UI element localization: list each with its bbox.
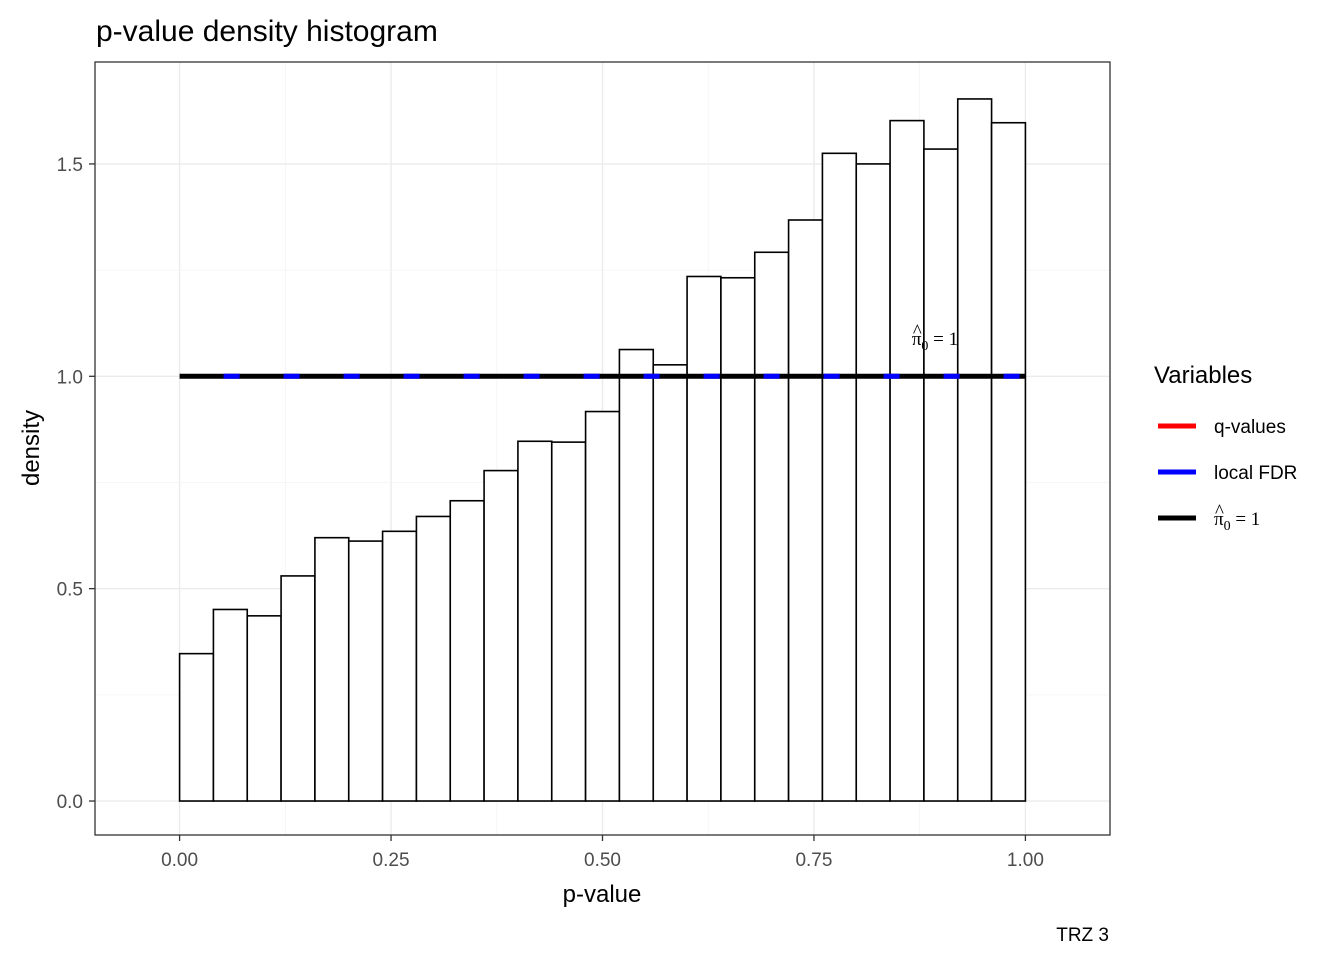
histogram-bars [178,98,1027,802]
legend: Variables q-values local FDR π0 = 1^ [1154,362,1297,534]
histogram-bar [415,515,452,802]
annotation-symbol: π [912,329,922,350]
histogram-bar [212,608,249,802]
histogram-bar [753,251,790,802]
annotation-hat: ^ [913,321,922,342]
x-axis-title: p-value [563,881,642,908]
histogram-bar [855,163,891,802]
annotation-text: π0 = 1 [912,329,958,354]
histogram-bar [923,148,959,802]
x-axis: 0.00 0.25 0.50 0.75 1.00 [161,835,1044,871]
histogram-bar [449,499,485,802]
legend-label-math: π0 = 1 [1214,509,1260,534]
y-axis: 0.0 0.5 1.0 1.5 [57,155,95,813]
chart-title: p-value density histogram [96,15,438,48]
histogram-bar [381,530,418,802]
histogram-bar [178,652,215,802]
histogram-bar [347,540,384,802]
histogram-bar [787,219,824,802]
histogram-bar [314,536,350,802]
histogram-bar [652,364,688,802]
histogram-bar [483,469,519,802]
y-tick-label: 1.0 [57,367,83,388]
histogram-bar [821,152,858,802]
annotation-subscript: 0 [921,339,928,354]
y-tick-label: 0.5 [57,580,83,601]
x-tick-label: 1.00 [1007,850,1044,871]
histogram-bar [686,275,722,802]
x-tick-label: 0.25 [373,850,410,871]
histogram-bar [990,121,1027,802]
legend-title: Variables [1154,362,1252,389]
plot-panel: π0 = 1 ^ [94,61,1111,836]
histogram-bar [584,410,621,802]
x-tick-label: 0.75 [795,850,832,871]
y-axis-title: density [18,410,45,486]
histogram-bar [720,276,756,802]
x-tick-label: 0.00 [161,850,198,871]
legend-label: local FDR [1214,463,1297,484]
legend-label-hat: ^ [1215,501,1224,522]
histogram-bar [618,348,655,802]
histogram-bar [956,98,993,802]
y-tick-label: 1.5 [57,155,83,176]
legend-label: q-values [1214,417,1286,438]
caption: TRZ 3 [1056,925,1109,946]
legend-items: q-values local FDR π0 = 1^ [1158,417,1297,534]
histogram-bar [550,441,587,802]
pi0-annotation: π0 = 1 ^ [912,321,958,354]
annotation-rest: = 1 [928,329,958,350]
histogram-bar [889,119,925,802]
histogram-bar [280,575,316,802]
y-tick-label: 0.0 [57,792,83,813]
histogram-bar [517,440,553,802]
histogram-bar [246,615,282,802]
x-tick-label: 0.50 [584,850,621,871]
